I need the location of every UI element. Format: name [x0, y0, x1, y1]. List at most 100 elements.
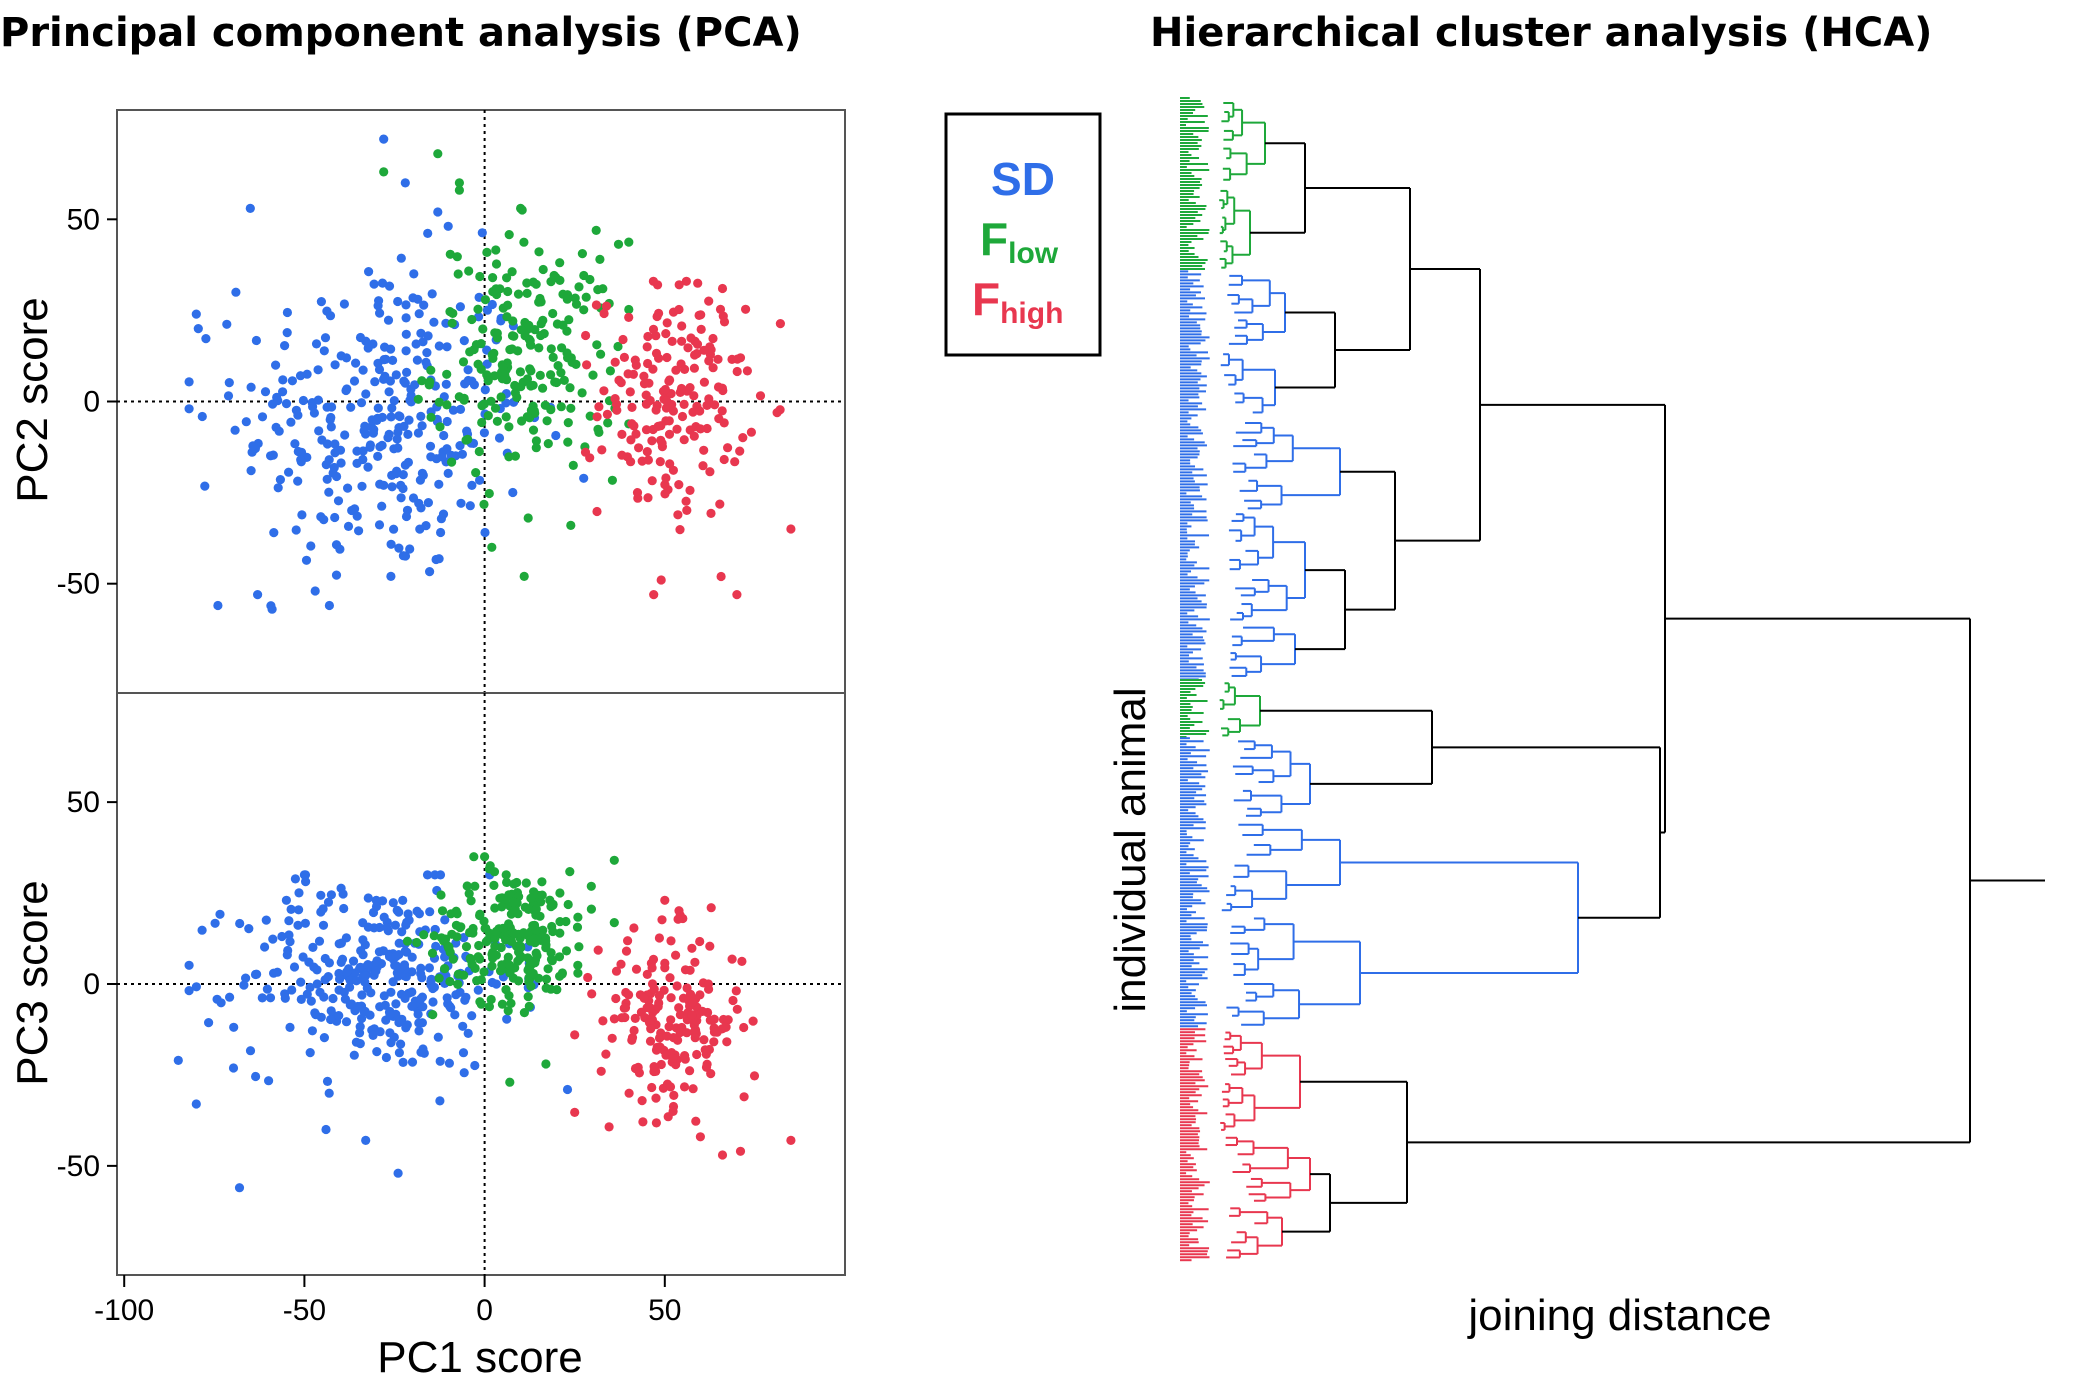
point-flow — [555, 258, 565, 268]
point-sd — [361, 1135, 371, 1145]
point-fhigh — [592, 506, 602, 517]
point-sd — [551, 430, 561, 441]
point-sd — [458, 1021, 468, 1031]
point-sd — [390, 960, 400, 971]
point-sd — [482, 305, 492, 315]
point-sd — [326, 422, 336, 432]
point-sd — [400, 993, 410, 1004]
point-sd — [268, 934, 278, 944]
point-sd — [372, 1047, 382, 1057]
point-sd — [458, 1048, 469, 1058]
point-flow — [444, 942, 454, 952]
point-flow — [510, 380, 520, 391]
point-fhigh — [683, 343, 693, 353]
point-flow — [556, 402, 566, 412]
point-sd — [334, 939, 344, 949]
point-flow — [555, 917, 565, 927]
point-flow — [505, 960, 515, 970]
point-sd — [390, 920, 400, 930]
point-fhigh — [645, 1003, 655, 1013]
point-sd — [281, 399, 292, 409]
point-flow — [490, 403, 501, 413]
point-fhigh — [674, 1003, 684, 1013]
point-fhigh — [665, 973, 675, 983]
point-flow — [509, 331, 519, 341]
hca-ylabel: individual animal — [1106, 687, 1155, 1012]
point-flow — [565, 867, 575, 877]
point-fhigh — [647, 1082, 657, 1093]
point-sd — [280, 993, 290, 1003]
point-flow — [543, 964, 553, 974]
point-sd — [326, 1014, 336, 1025]
point-flow — [543, 439, 553, 449]
point-flow — [504, 230, 514, 240]
point-sd — [414, 1026, 424, 1036]
point-sd — [445, 1001, 455, 1011]
point-sd — [442, 993, 452, 1003]
point-sd — [308, 402, 318, 412]
point-flow — [492, 416, 502, 426]
point-flow — [546, 954, 557, 964]
point-sd — [467, 1011, 477, 1021]
point-sd — [339, 903, 349, 914]
point-flow — [473, 952, 483, 962]
point-flow — [458, 357, 469, 367]
point-sd — [184, 986, 194, 996]
point-fhigh — [674, 480, 684, 490]
point-fhigh — [646, 1024, 656, 1034]
point-fhigh — [715, 304, 726, 314]
point-sd — [491, 979, 501, 989]
point-flow — [581, 292, 591, 302]
point-flow — [528, 425, 539, 435]
point-sd — [370, 377, 380, 387]
point-flow — [498, 923, 508, 933]
point-sd — [213, 600, 223, 611]
point-sd — [379, 912, 389, 922]
point-flow — [513, 289, 524, 299]
point-sd — [463, 365, 473, 375]
point-flow — [613, 239, 624, 249]
point-flow — [523, 965, 533, 975]
point-fhigh — [645, 1036, 656, 1046]
point-sd — [381, 1052, 391, 1063]
point-sd — [465, 501, 475, 511]
point-flow — [498, 303, 508, 313]
point-flow — [507, 267, 517, 277]
point-sd — [280, 341, 290, 351]
point-fhigh — [601, 1049, 611, 1059]
point-sd — [284, 930, 294, 940]
point-sd — [399, 960, 410, 970]
point-fhigh — [651, 1045, 662, 1055]
point-fhigh — [620, 1012, 630, 1023]
point-fhigh — [708, 333, 718, 344]
point-fhigh — [610, 357, 620, 367]
y-tick-label: 50 — [67, 203, 100, 236]
hca-title: Hierarchical cluster analysis (HCA) — [1150, 10, 1932, 56]
point-flow — [491, 284, 501, 294]
point-sd — [387, 482, 397, 492]
point-fhigh — [674, 906, 684, 916]
point-sd — [224, 378, 234, 388]
point-sd — [364, 267, 374, 277]
point-flow — [537, 890, 547, 900]
point-flow — [598, 284, 608, 294]
point-sd — [248, 441, 258, 451]
point-flow — [529, 934, 540, 944]
x-tick-label: 0 — [476, 1294, 493, 1327]
point-fhigh — [664, 376, 674, 386]
point-flow — [475, 909, 485, 919]
point-fhigh — [648, 324, 659, 334]
legend-fhigh-main: F — [972, 273, 1000, 325]
point-flow — [487, 961, 497, 971]
point-fhigh — [695, 936, 705, 947]
point-sd — [357, 1013, 367, 1024]
point-sd — [416, 994, 426, 1004]
point-sd — [398, 895, 408, 906]
point-sd — [348, 956, 359, 966]
point-fhigh — [749, 1071, 760, 1081]
point-sd — [435, 870, 446, 880]
point-sd — [387, 403, 397, 413]
point-fhigh — [637, 1096, 647, 1106]
point-sd — [368, 1030, 378, 1040]
point-flow — [529, 406, 539, 416]
